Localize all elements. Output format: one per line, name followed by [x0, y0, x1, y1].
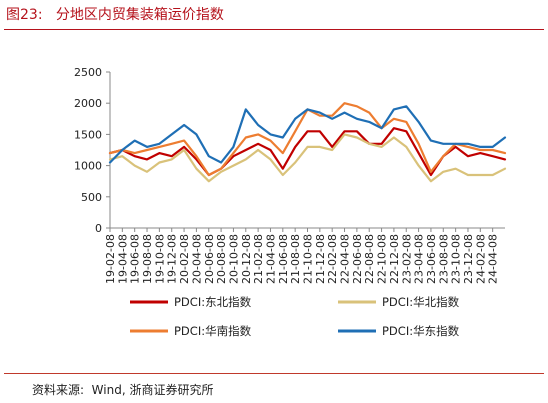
x-tick-label: 23-06-08: [425, 234, 438, 284]
x-tick-label: 23-04-08: [413, 234, 426, 284]
legend-label: PDCI:华南指数: [174, 324, 252, 338]
x-tick-label: 24-02-08: [474, 234, 487, 284]
x-tick-label: 19-04-08: [116, 234, 129, 284]
x-tick-label: 22-12-08: [388, 234, 401, 284]
x-tick-label: 22-02-08: [326, 234, 339, 284]
series-line: [108, 105, 507, 164]
series-lines: [108, 102, 507, 183]
x-tick-label: 19-06-08: [129, 234, 142, 284]
x-tick-label: 20-04-08: [190, 234, 203, 284]
y-tick-label: 1000: [74, 160, 102, 173]
x-tick-label: 23-12-08: [462, 234, 475, 284]
y-tick-label: 2500: [74, 66, 102, 79]
x-tick-label: 20-08-08: [215, 234, 228, 284]
x-tick-label: 20-02-08: [178, 234, 191, 284]
x-tick-label: 22-06-08: [351, 234, 364, 284]
x-tick-label: 19-12-08: [166, 234, 179, 284]
x-tick-label: 19-10-08: [153, 234, 166, 284]
x-tick-label: 20-12-08: [240, 234, 253, 284]
x-tick-label: 23-10-08: [450, 234, 463, 284]
legend-label: PDCI:华北指数: [382, 295, 460, 309]
title-rule: [4, 29, 544, 30]
x-tick-label: 21-02-08: [252, 234, 265, 284]
x-tick-label: 21-10-08: [302, 234, 315, 284]
y-tick-label: 1500: [74, 128, 102, 141]
x-tick-label: 19-08-08: [141, 234, 154, 284]
x-tick-label: 20-06-08: [203, 234, 216, 284]
x-tick-label: 22-04-08: [339, 234, 352, 284]
x-tick-label: 20-10-08: [227, 234, 240, 284]
legend: PDCI:东北指数 PDCI:华北指数 PDCI:华南指数 PDCI:华东指数: [130, 295, 460, 338]
series-line: [108, 133, 507, 183]
y-tick-label: 2000: [74, 97, 102, 110]
legend-label: PDCI:华东指数: [382, 324, 460, 338]
y-tick-label: 0: [95, 222, 102, 235]
figure-title: 图23: 分地区内贸集装箱运价指数: [6, 7, 224, 23]
x-tick-label: 23-08-08: [437, 234, 450, 284]
series-line: [108, 102, 507, 177]
y-tick-label: 500: [81, 191, 102, 204]
x-tick-label: 24-04-08: [487, 234, 500, 284]
x-tick-label: 21-06-08: [277, 234, 290, 284]
source-rule: [4, 373, 544, 374]
x-tick-label: 19-02-08: [104, 234, 117, 284]
x-tick-label: 23-02-08: [400, 234, 413, 284]
source-note: 资料来源: Wind, 浙商证券研究所: [32, 383, 214, 397]
legend-label: PDCI:东北指数: [174, 295, 252, 309]
x-tick-label: 21-04-08: [264, 234, 277, 284]
x-tick-label: 21-12-08: [314, 234, 327, 284]
x-tick-label: 21-08-08: [289, 234, 302, 284]
x-tick-label: 22-08-08: [363, 234, 376, 284]
x-tick-label: 22-10-08: [376, 234, 389, 284]
